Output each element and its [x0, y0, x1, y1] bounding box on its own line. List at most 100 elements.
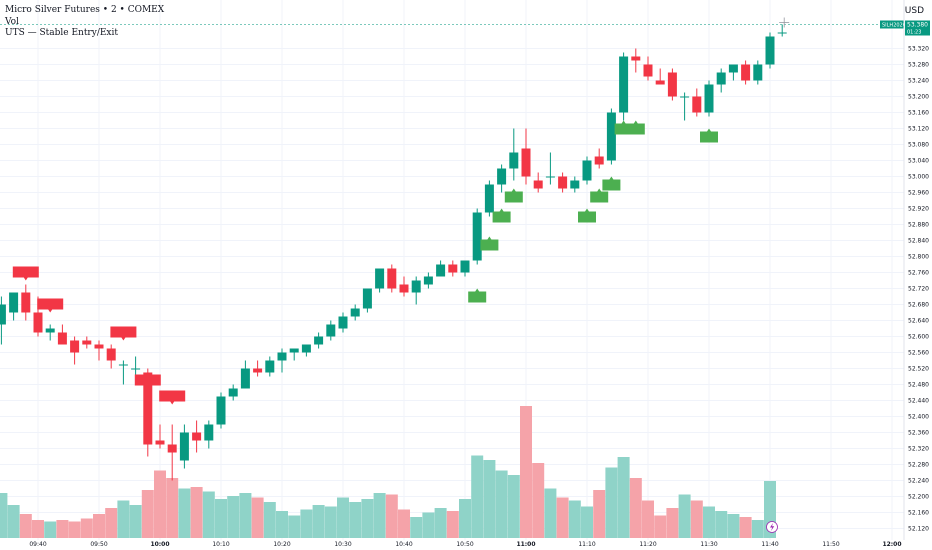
- volume-bar: [324, 506, 337, 538]
- price-tick-label: 52.720: [908, 286, 929, 293]
- candle-body: [131, 368, 141, 370]
- candle-body: [667, 72, 677, 97]
- buy-signal-tag: [602, 176, 621, 191]
- buy-signal-tag: [626, 120, 645, 135]
- sell-signal-tag: [134, 374, 161, 389]
- volume-bar: [154, 470, 166, 538]
- buy-signal-shape: [504, 188, 523, 203]
- currency-label[interactable]: USD: [904, 6, 924, 16]
- buy-signal-tag: [468, 288, 487, 303]
- price-tick-label: 52.960: [908, 190, 929, 197]
- candle-body: [631, 56, 641, 61]
- volume-bar: [361, 499, 374, 538]
- time-tick-label: 10:30: [334, 541, 351, 548]
- candle-body: [94, 344, 104, 349]
- volume-bar: [251, 497, 264, 538]
- price-tick-label: 52.760: [908, 270, 929, 277]
- candle-body: [423, 276, 433, 285]
- price-tick-label: 53.200: [908, 94, 929, 101]
- volume-legend[interactable]: Vol: [5, 17, 19, 27]
- signal-labels: [12, 120, 718, 405]
- candle-body: [704, 84, 714, 113]
- volume-bar: [410, 517, 423, 538]
- candle-body: [338, 316, 348, 329]
- candle-body: [680, 96, 690, 98]
- candle-body: [0, 304, 6, 325]
- volume-bar: [141, 490, 154, 538]
- time-tick-label: 11:20: [639, 541, 656, 548]
- price-tick-label: 52.280: [908, 462, 929, 469]
- price-tick-label: 52.640: [908, 318, 929, 325]
- volume-bar: [129, 505, 142, 538]
- volume-bar: [544, 488, 557, 538]
- candle-body: [716, 72, 726, 85]
- candle-body: [411, 280, 421, 293]
- grid-lines: [0, 0, 904, 540]
- time-tick-label: 09:50: [90, 541, 107, 548]
- candle-body: [375, 268, 385, 289]
- sell-signal-shape: [110, 326, 137, 341]
- candle-body: [82, 340, 92, 345]
- volume-bar: [166, 478, 179, 538]
- candle-body: [167, 444, 177, 453]
- price-tick-label: 52.560: [908, 350, 929, 357]
- candle-body: [692, 96, 702, 113]
- price-tick-label: 53.120: [908, 126, 929, 133]
- candle-body: [472, 212, 482, 261]
- time-tick-label: 12:00: [882, 541, 901, 548]
- price-tick-label: 52.920: [908, 206, 929, 213]
- price-tick-label: 52.160: [908, 510, 929, 517]
- buy-signal-shape: [590, 188, 609, 203]
- candle-body: [533, 180, 543, 189]
- time-tick-label: 11:00: [516, 541, 535, 548]
- price-tick-label: 52.440: [908, 398, 929, 405]
- sell-signal-tag: [110, 326, 137, 341]
- volume-bar: [398, 509, 410, 538]
- volume-bar: [739, 517, 752, 538]
- price-tick-label: 53.240: [908, 78, 929, 85]
- candle-body: [143, 372, 153, 445]
- indicator-legend[interactable]: UTS — Stable Entry/Exit: [5, 28, 118, 38]
- price-tick-label: 52.480: [908, 382, 929, 389]
- price-tick-label: 52.800: [908, 254, 929, 261]
- time-tick-label: 09:40: [29, 541, 46, 548]
- price-tick-label: 52.880: [908, 222, 929, 229]
- sell-signal-tag: [12, 266, 39, 281]
- candle-body: [179, 432, 189, 461]
- volume-bar: [629, 478, 642, 538]
- candle-body: [33, 312, 43, 333]
- volume-bar: [44, 521, 57, 538]
- buy-signal-tag: [590, 188, 609, 203]
- candle-body: [289, 348, 299, 353]
- buy-signal-tag: [480, 236, 499, 251]
- volume-bar: [288, 515, 301, 538]
- candle-body: [619, 56, 629, 113]
- volume-bar: [68, 521, 81, 538]
- candle-body: [399, 284, 409, 293]
- candle-body: [9, 292, 19, 313]
- price-tick-label: 52.600: [908, 334, 929, 341]
- buy-signal-shape: [578, 208, 596, 223]
- volume-bar: [446, 511, 459, 538]
- candle-body: [509, 152, 519, 169]
- volume-bars: [0, 406, 776, 538]
- sell-signal-shape: [37, 298, 64, 313]
- volume-bar: [751, 520, 764, 538]
- sell-signal-tag: [159, 390, 186, 405]
- candle-body: [484, 184, 494, 213]
- price-tick-label: 52.200: [908, 494, 929, 501]
- time-tick-label: 10:10: [212, 541, 229, 548]
- volume-bar: [263, 502, 276, 538]
- candle-body: [448, 264, 458, 273]
- volume-bar: [520, 406, 532, 538]
- volume-bar: [617, 457, 630, 538]
- symbol-legend[interactable]: Micro Silver Futures • 2 • COMEX: [5, 5, 165, 15]
- candle-body: [277, 352, 287, 361]
- candle-body: [387, 268, 397, 289]
- price-tick-label: 53.320: [908, 46, 929, 53]
- candle-body: [118, 364, 128, 366]
- volume-bar: [0, 493, 8, 538]
- candle-body: [216, 396, 226, 425]
